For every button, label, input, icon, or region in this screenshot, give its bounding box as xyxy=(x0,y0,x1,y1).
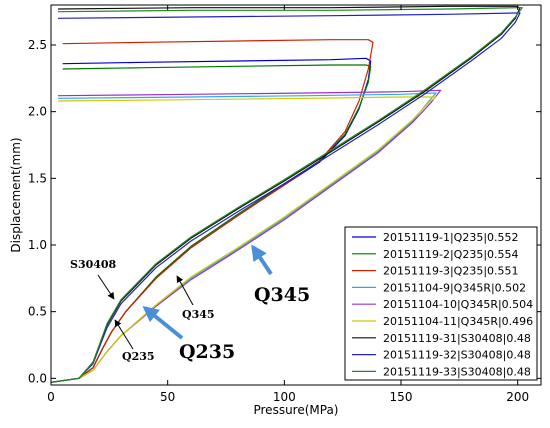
x-tick-label: 0 xyxy=(47,390,55,404)
legend-label: 20151104-9|Q345R|0.502 xyxy=(383,281,526,294)
annotation-q235-large: Q235 xyxy=(179,341,235,363)
series-line-1 xyxy=(50,57,372,383)
series-line-2 xyxy=(50,64,372,383)
annotation-s30408: S30408 xyxy=(70,258,117,271)
legend: 20151119-1|Q235|0.552 20151119-2|Q235|0.5… xyxy=(344,226,538,381)
plot-frame xyxy=(50,4,542,386)
legend-label: 20151119-31|S30408|0.48 xyxy=(383,332,531,345)
legend-label: 20151119-33|S30408|0.48 xyxy=(383,365,531,378)
legend-label: 20151119-1|Q235|0.552 xyxy=(383,231,519,244)
y-tick-label: 2.0 xyxy=(28,105,47,119)
x-tick-label: 100 xyxy=(273,390,296,404)
annotation-q345-large: Q345 xyxy=(254,284,310,306)
legend-entries: 20151119-1|Q235|0.552 20151119-2|Q235|0.5… xyxy=(352,231,533,378)
legend-label: 20151104-11|Q345R|0.496 xyxy=(383,315,533,328)
series-line-7 xyxy=(50,5,521,383)
y-tick-label: 1.0 xyxy=(28,238,47,252)
x-axis-label: Pressure(MPa) xyxy=(253,403,338,417)
series-line-8 xyxy=(50,12,521,383)
annotations: S30408 Q235 Q345 Q345 Q235 xyxy=(70,244,310,363)
y-tick-label: 1.5 xyxy=(28,171,47,185)
legend-box xyxy=(344,226,538,381)
y-tick-label: 2.5 xyxy=(28,38,47,52)
annotation-q345-arrow xyxy=(176,275,194,306)
x-tick-label: 50 xyxy=(160,390,175,404)
series-line-9 xyxy=(50,7,523,383)
x-tick-label: 200 xyxy=(506,390,529,404)
series-line-3 xyxy=(50,39,374,383)
legend-label: 20151119-32|S30408|0.48 xyxy=(383,349,531,362)
x-tick-label: 150 xyxy=(390,390,413,404)
legend-label: 20151104-10|Q345R|0.504 xyxy=(383,298,533,311)
annotation-q235-small: Q235 xyxy=(122,350,155,363)
annotation-q345-blue-arrow xyxy=(251,244,273,276)
annotation-s30408-arrow xyxy=(97,274,115,300)
annotation-q235-blue-arrow xyxy=(142,305,184,340)
y-axis-label: Displacement(mm) xyxy=(9,137,23,252)
legend-label: 20151119-3|Q235|0.551 xyxy=(383,265,519,278)
series-line-6 xyxy=(50,96,437,383)
legend-label: 20151119-2|Q235|0.554 xyxy=(383,248,519,261)
y-tick-label: 0.0 xyxy=(28,371,47,385)
y-axis: 0.0 0.5 1.0 1.5 2.0 2.5 xyxy=(28,38,541,385)
y-tick-label: 0.5 xyxy=(28,305,47,319)
x-axis: 0 50 100 150 200 xyxy=(47,5,529,404)
annotation-q235-arrow xyxy=(114,319,134,350)
plot-lines xyxy=(50,5,523,383)
annotation-q345-small: Q345 xyxy=(182,308,215,321)
